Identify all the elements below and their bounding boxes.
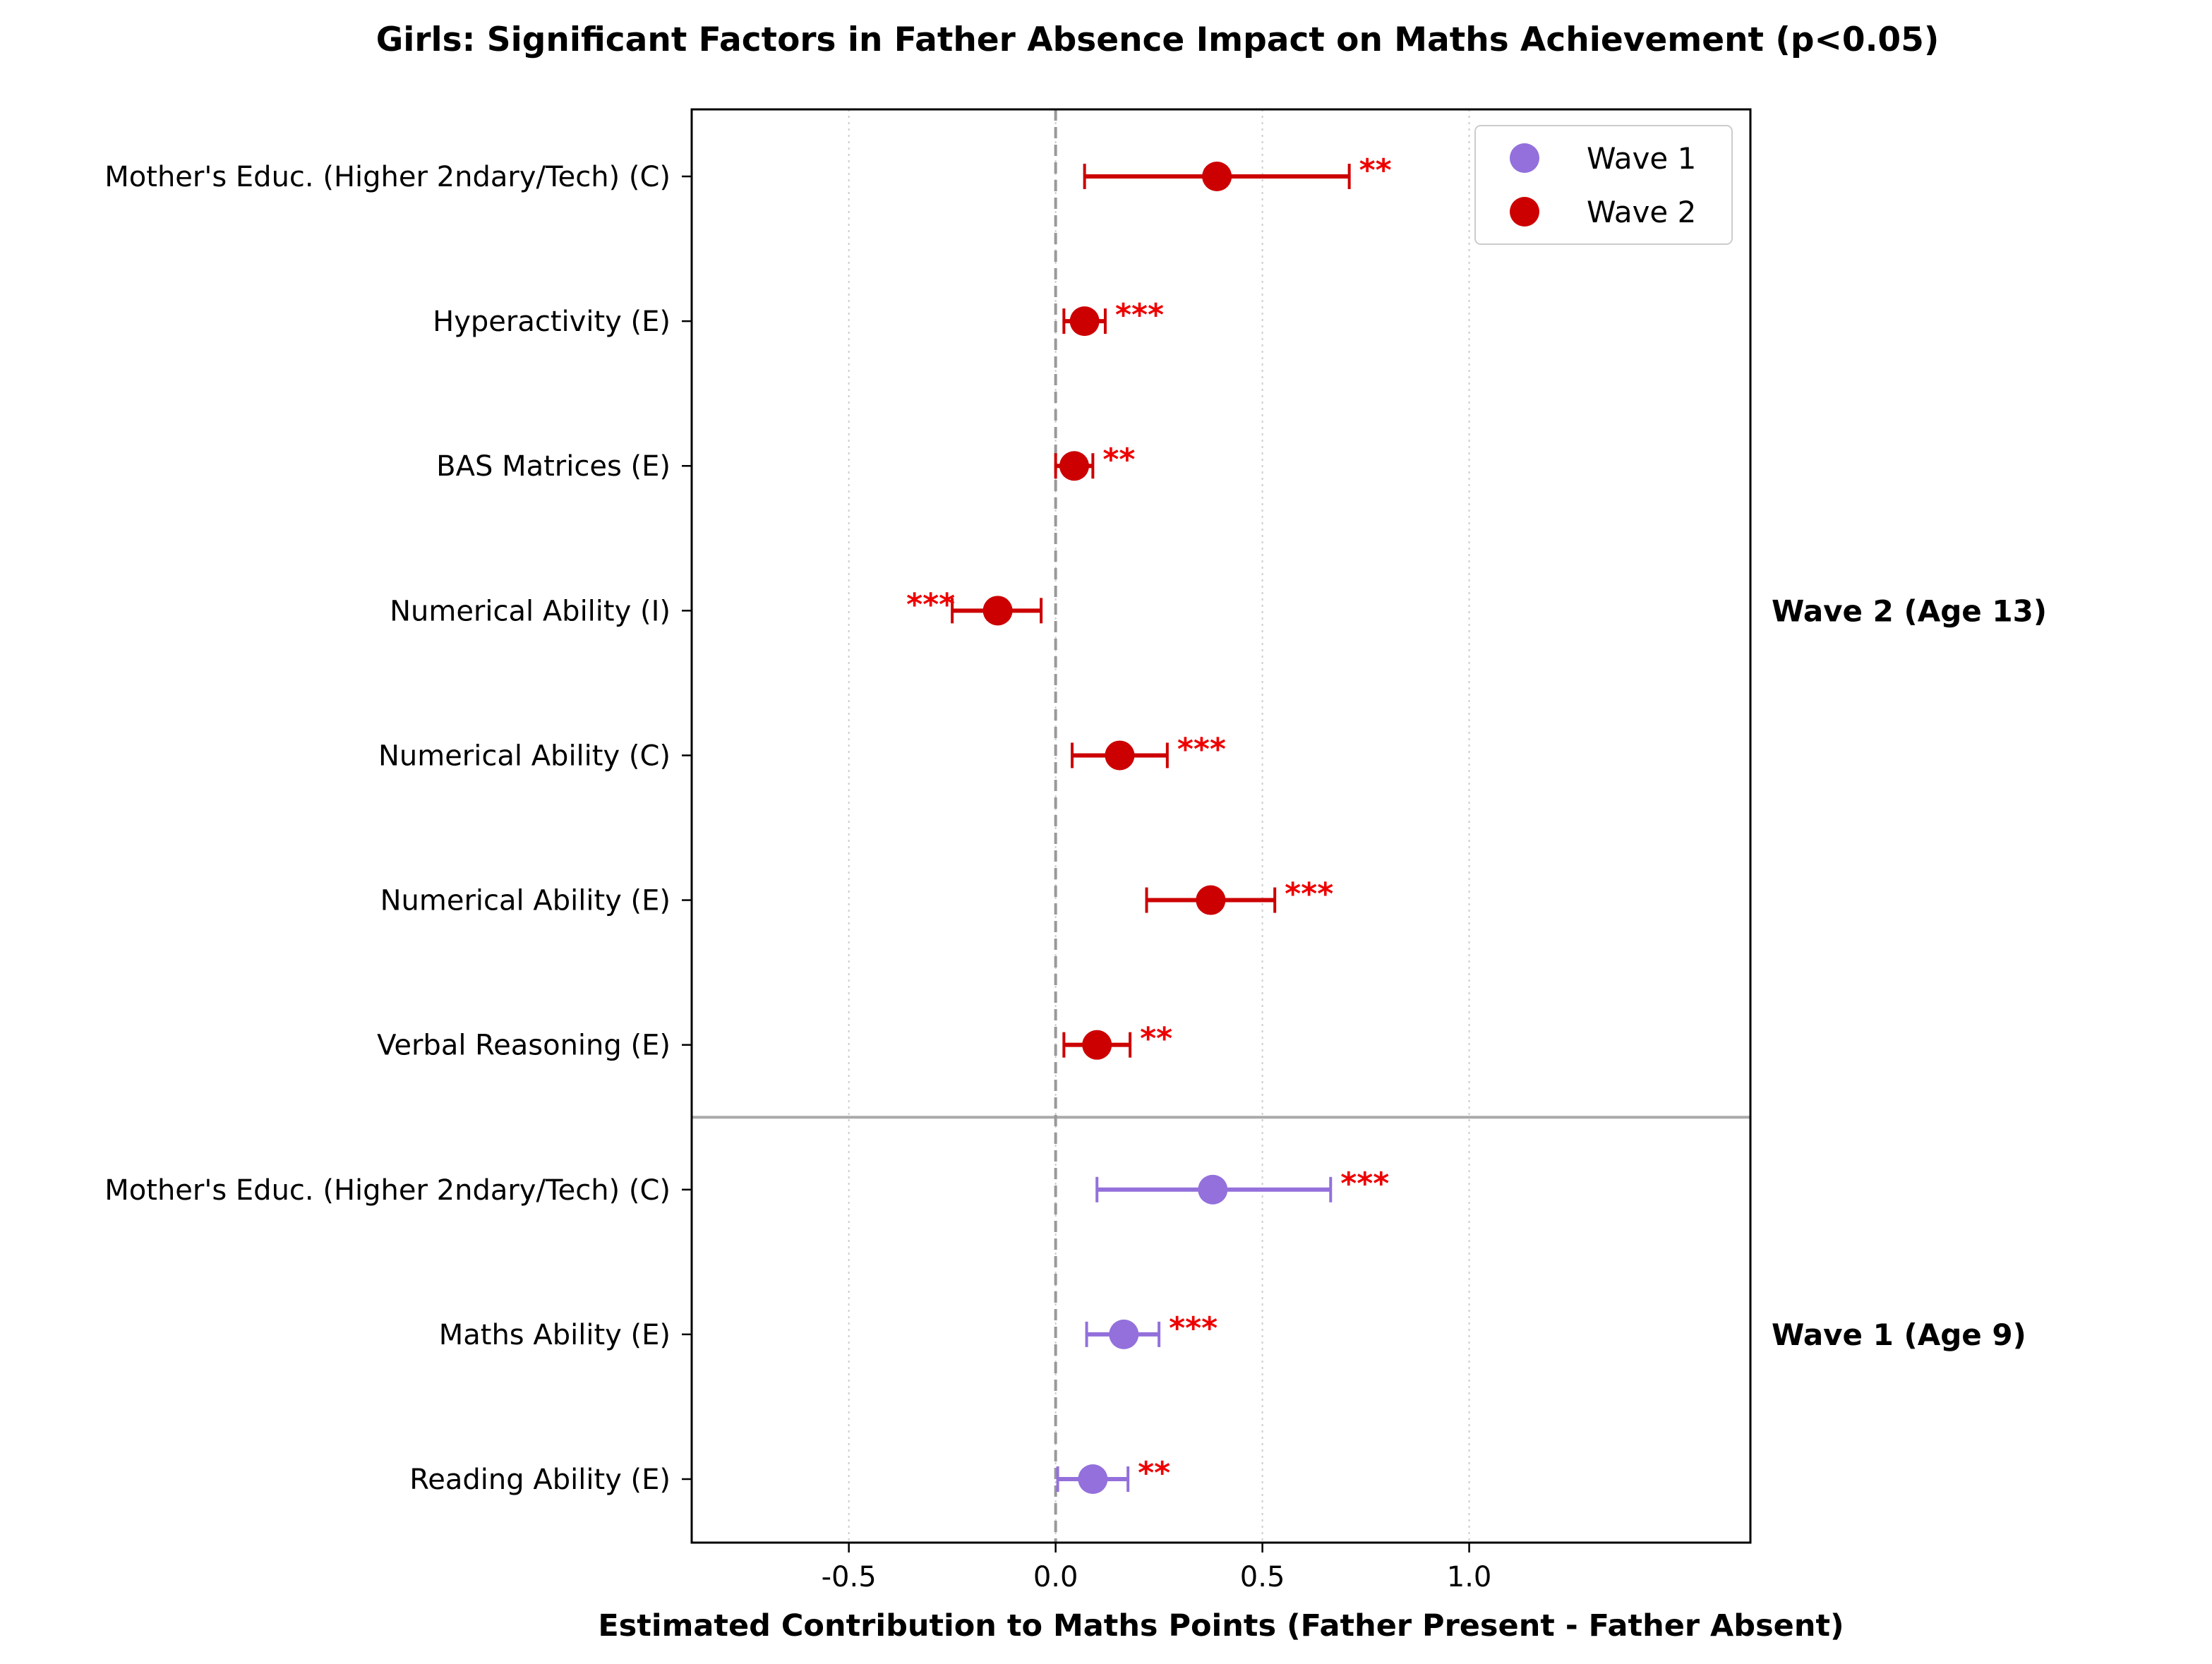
estimate-point	[1069, 306, 1100, 337]
y-tick-label: Reading Ability (E)	[409, 1464, 671, 1496]
group-label: Wave 2 (Age 13)	[1772, 593, 2047, 628]
significance-label: **	[1102, 442, 1135, 478]
estimate-point	[1198, 1174, 1228, 1205]
legend-box	[1474, 125, 1733, 245]
x-axis-ticks: -0.5 0.0 0.5 1.0	[822, 1543, 1492, 1593]
x-tick-label: 0.0	[1033, 1561, 1078, 1593]
x-grid	[848, 109, 1470, 1543]
group-label: Wave 1 (Age 9)	[1772, 1318, 2026, 1352]
y-tick-label: Numerical Ability (I)	[390, 595, 671, 627]
estimate-point	[1059, 451, 1089, 481]
estimate-point	[1202, 162, 1232, 191]
y-axis-ticks: Mother's Educ. (Higher 2ndary/Tech) (C) H…	[104, 161, 692, 1496]
y-tick-label: Mother's Educ. (Higher 2ndary/Tech) (C)	[104, 1174, 671, 1207]
reference-lines	[692, 109, 1750, 1543]
plot-frame	[690, 108, 1752, 1544]
legend-marker	[1510, 143, 1539, 173]
significance-label: ***	[1285, 876, 1333, 912]
y-tick-label: Numerical Ability (E)	[380, 885, 671, 917]
legend: Wave 1 Wave 2	[1474, 125, 1733, 245]
significance-label: ***	[1169, 1310, 1218, 1346]
group-labels: Wave 2 (Age 13) Wave 1 (Age 9)	[1772, 593, 2047, 1352]
legend-label: Wave 1	[1587, 141, 1696, 176]
y-tick-label: BAS Matrices (E)	[436, 450, 671, 483]
x-tick-label: 0.5	[1240, 1561, 1285, 1593]
x-tick-label: 1.0	[1447, 1561, 1492, 1593]
estimate-point	[1078, 1464, 1108, 1494]
significance-label: **	[1138, 1455, 1170, 1491]
legend-marker	[1510, 197, 1539, 227]
significance-label: ***	[1340, 1166, 1389, 1202]
x-tick-label: -0.5	[822, 1561, 877, 1593]
estimate-point	[1109, 1319, 1139, 1349]
estimate-point	[1082, 1030, 1112, 1060]
significance-label: **	[1359, 152, 1392, 188]
significance-label: ***	[1177, 731, 1226, 767]
estimate-point	[982, 596, 1013, 626]
estimate-point	[1105, 740, 1135, 771]
y-tick-label: Numerical Ability (C)	[378, 740, 671, 772]
y-tick-label: Maths Ability (E)	[439, 1319, 671, 1351]
y-tick-label: Hyperactivity (E)	[433, 306, 671, 338]
y-tick-label: Verbal Reasoning (E)	[377, 1030, 671, 1062]
significance-label: ***	[906, 586, 955, 622]
significance-label: **	[1140, 1021, 1172, 1057]
significance-label: ***	[1115, 297, 1164, 333]
estimate-point	[1196, 885, 1226, 915]
legend-label: Wave 2	[1587, 195, 1696, 229]
data-marks: **************************	[906, 152, 1392, 1494]
chart-title: Girls: Significant Factors in Father Abs…	[376, 20, 1940, 59]
x-axis-label: Estimated Contribution to Maths Points (…	[598, 1608, 1844, 1644]
y-tick-label: Mother's Educ. (Higher 2ndary/Tech) (C)	[104, 161, 671, 193]
